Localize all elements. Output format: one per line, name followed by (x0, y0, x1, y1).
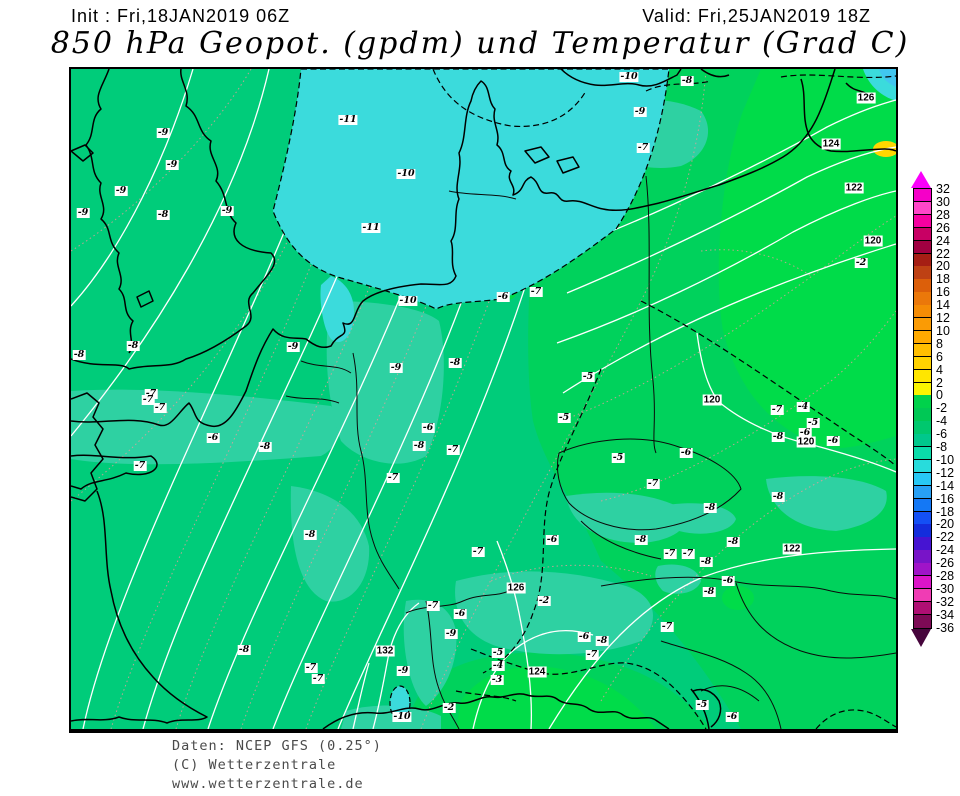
legend-color-cell (914, 227, 931, 242)
legend-color-cell (914, 382, 931, 396)
legend-tick-label: 2 (936, 375, 943, 390)
legend-color-cell (914, 318, 931, 332)
legend-tick-label: 0 (936, 388, 943, 403)
legend-color-cell (914, 395, 931, 409)
legend-color-cell (914, 447, 931, 461)
legend-tick-label: -16 (936, 491, 955, 506)
legend-color-cell (914, 292, 931, 306)
legend-tick-label: 24 (936, 233, 950, 248)
legend-tick-label: -8 (936, 440, 948, 454)
legend-color-cell (914, 537, 931, 551)
legend-tick-label: -24 (936, 543, 955, 558)
legend-tick-label: 30 (936, 194, 950, 209)
legend-arrow-above-max (911, 171, 931, 188)
legend-tick-label: -2 (936, 401, 948, 416)
legend-color-cell (914, 434, 931, 448)
legend-tick-label: -32 (936, 594, 955, 609)
legend-tick-label: -22 (936, 530, 955, 545)
legend-color-cell (914, 576, 931, 590)
weather-map-canvas (71, 69, 896, 729)
legend-color-cell (914, 305, 931, 319)
legend-color-cell (914, 279, 931, 293)
legend-color-cell (914, 356, 931, 371)
legend-color-cell (914, 601, 931, 616)
temperature-contours (272, 69, 896, 729)
legend-color-cell (914, 189, 931, 203)
map-frame (69, 67, 898, 733)
legend-color-cell (914, 524, 931, 538)
legend-tick-label: -4 (936, 414, 948, 429)
legend-tick-label: 10 (936, 323, 950, 338)
legend-color-cell (914, 498, 931, 512)
legend-color-bar (913, 188, 932, 629)
legend-color-cell (914, 330, 931, 345)
legend-tick-label: 18 (936, 272, 950, 287)
data-source-credit: Daten: NCEP GFS (0.25°) (172, 738, 382, 754)
legend-tick-label: 20 (936, 259, 950, 274)
legend-tick-label: 26 (936, 220, 950, 235)
legend-tick-label: -14 (936, 478, 955, 493)
legend-tick-label: -10 (936, 452, 955, 467)
legend-tick-label: -6 (936, 427, 948, 442)
legend-tick-label: -20 (936, 517, 955, 532)
coastlines (71, 69, 896, 729)
legend-tick-label: 14 (936, 298, 950, 313)
legend-tick-label: -12 (936, 465, 955, 480)
legend-color-cell (914, 485, 931, 500)
copyright-credit: (C) Wetterzentrale (172, 757, 337, 773)
legend-tick-label: 4 (936, 362, 943, 377)
legend-tick-label: 32 (936, 182, 950, 196)
legend-tick-label: 6 (936, 349, 943, 364)
country-borders (285, 175, 896, 729)
legend-tick-label: 8 (936, 336, 943, 351)
legend-color-cell (914, 588, 931, 603)
legend-tick-label: -36 (936, 620, 955, 635)
legend-color-cell (914, 201, 931, 216)
legend-tick-label: 28 (936, 207, 950, 222)
legend-color-cell (914, 563, 931, 577)
legend-color-cell (914, 472, 931, 487)
legend-color-cell (914, 550, 931, 564)
legend-tick-label: 16 (936, 285, 950, 300)
legend-tick-label: -34 (936, 607, 955, 622)
legend-color-cell (914, 408, 931, 422)
init-time-label: Init : Fri,18JAN2019 06Z (71, 6, 291, 26)
legend-color-cell (914, 253, 931, 267)
website-credit: www.wetterzentrale.de (172, 776, 364, 792)
valid-time-label: Valid: Fri,25JAN2019 18Z (642, 6, 871, 26)
legend-color-cell (914, 266, 931, 280)
legend-tick-label: -30 (936, 581, 955, 596)
map-title: 850 hPa Geopot. (gpdm) und Temperatur (G… (50, 26, 910, 61)
legend-color-cell (914, 369, 931, 383)
legend-color-cell (914, 343, 931, 358)
temperature-legend: 32 30 28 26 24 22 20 18 16 14 12 10 8 6 4 2 0 -2 -4 -6 -8 -10… (908, 165, 960, 665)
legend-tick-label: -28 (936, 569, 955, 583)
legend-color-cell (914, 511, 931, 525)
legend-tick-label: 12 (936, 311, 950, 325)
legend-tick-label: -18 (936, 504, 955, 519)
legend-color-cell (914, 614, 931, 629)
legend-tick-label: 22 (936, 246, 950, 261)
legend-tick-label: -26 (936, 556, 955, 571)
legend-color-cell (914, 240, 931, 254)
legend-arrow-below-min (911, 628, 931, 647)
legend-color-cell (914, 214, 931, 229)
legend-color-cell (914, 421, 931, 435)
legend-color-cell (914, 459, 931, 474)
